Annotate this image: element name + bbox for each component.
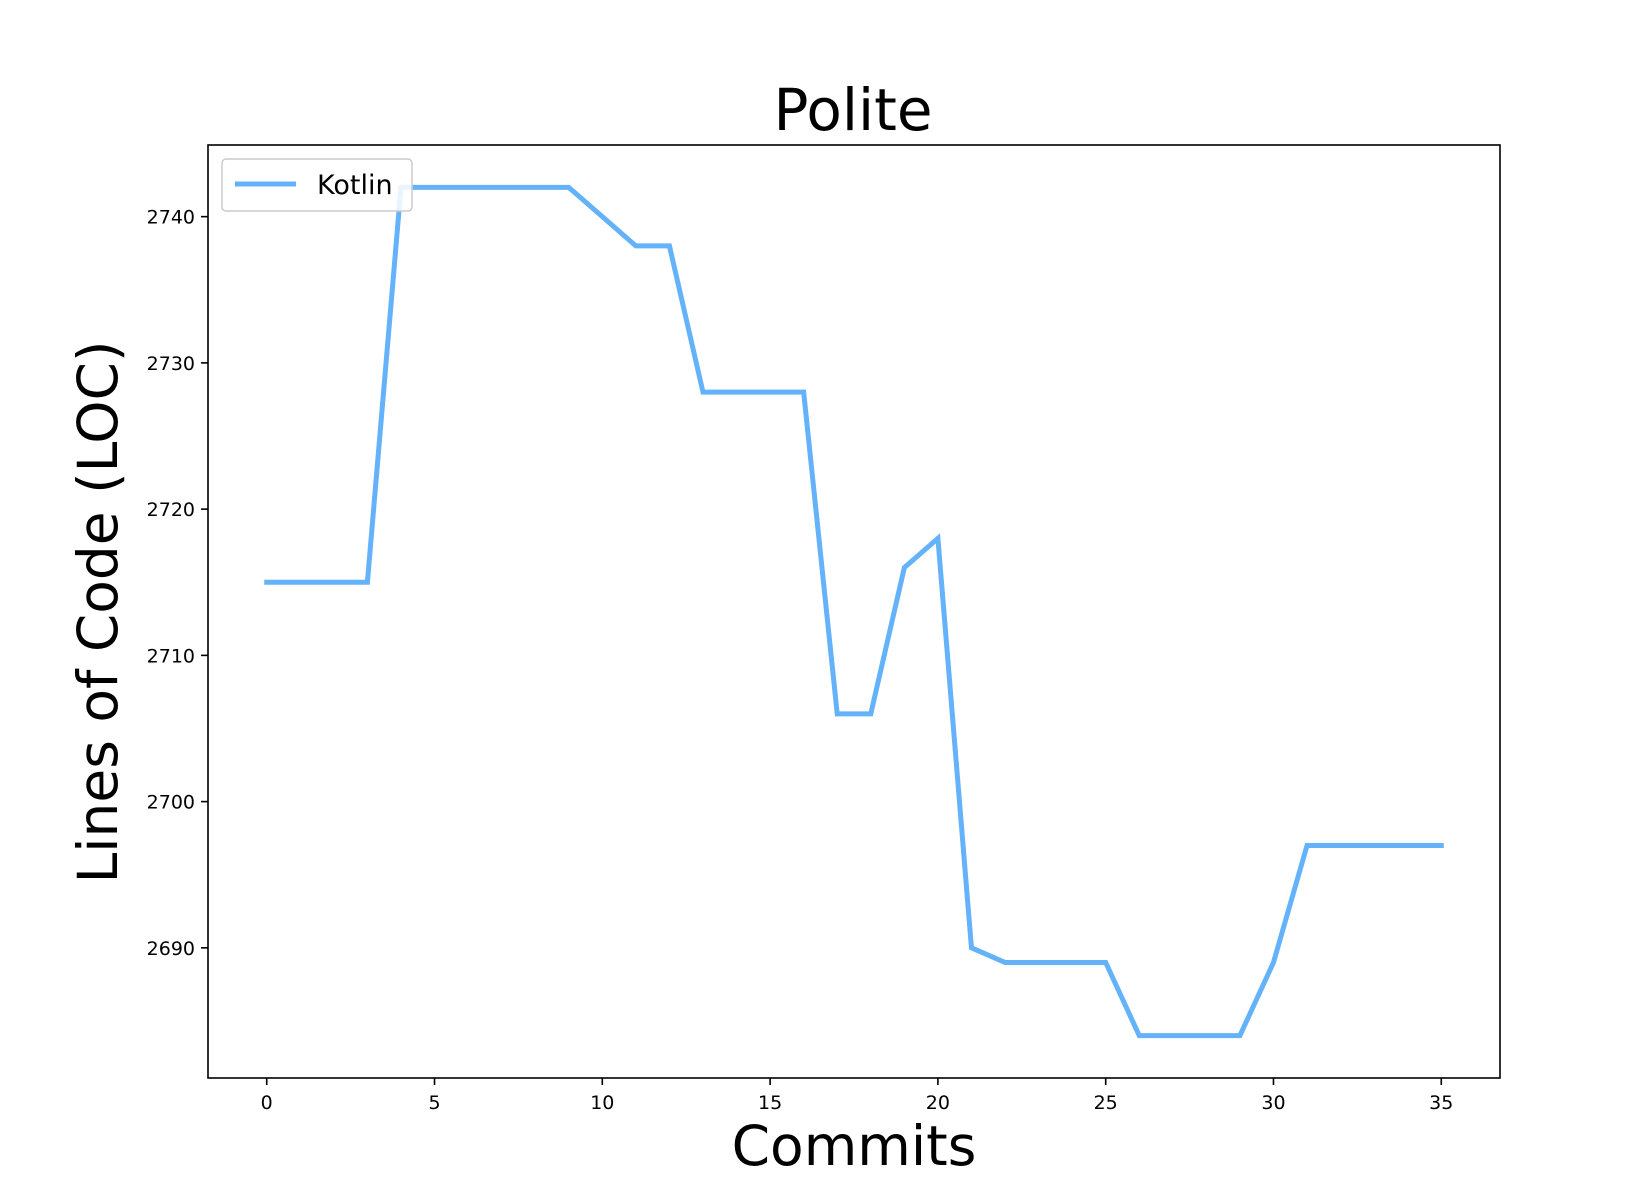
x-tick-label: 25 <box>1094 1092 1118 1114</box>
x-tick-label: 0 <box>261 1092 273 1114</box>
x-axis-label: Commits <box>732 1114 977 1178</box>
x-tick-label: 35 <box>1429 1092 1453 1114</box>
plot-frame <box>207 144 1501 1079</box>
y-tick-label: 2710 <box>147 645 195 667</box>
x-tick-label: 15 <box>758 1092 782 1114</box>
x-tick-label: 20 <box>926 1092 950 1114</box>
y-tick-label: 2740 <box>147 207 195 229</box>
series-line-kotlin <box>264 184 1444 1039</box>
y-axis-label: Lines of Code (LOC) <box>66 341 130 884</box>
x-tick-label: 30 <box>1261 1092 1285 1114</box>
chart-title: Polite <box>773 76 932 144</box>
x-tick-label: 10 <box>590 1092 614 1114</box>
y-tick-label: 2730 <box>147 353 195 375</box>
y-tick-label: 2690 <box>147 938 195 960</box>
x-axis-ticks: 0 5 10 15 20 25 30 35 <box>261 1078 1453 1114</box>
legend: Kotlin <box>221 158 413 212</box>
legend-box <box>221 158 413 212</box>
y-tick-label: 2720 <box>147 499 195 521</box>
x-tick-label: 5 <box>428 1092 440 1114</box>
plot-area <box>207 144 1501 1079</box>
y-axis-ticks: 2690 2700 2710 2720 2730 2740 <box>147 207 208 960</box>
y-tick-label: 2700 <box>147 792 195 814</box>
legend-label-kotlin: Kotlin <box>317 170 393 201</box>
